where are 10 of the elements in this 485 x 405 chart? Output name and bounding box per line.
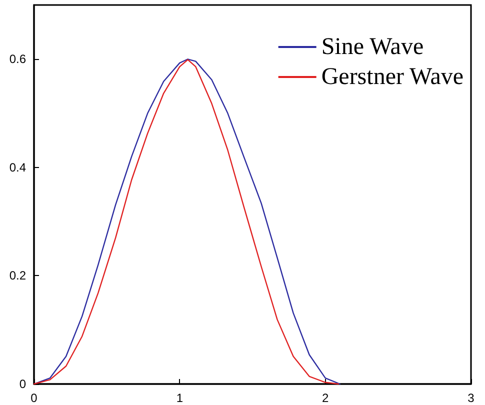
y-tick-label: 0.4 bbox=[9, 160, 26, 174]
x-tick-label: 1 bbox=[176, 391, 184, 405]
legend-label: Gerstner Wave bbox=[321, 64, 464, 90]
y-tick-label: 0 bbox=[19, 377, 26, 391]
y-tick-label: 0.2 bbox=[9, 268, 26, 283]
y-tick-label: 0.6 bbox=[9, 52, 26, 66]
legend-label: Sine Wave bbox=[321, 34, 424, 60]
x-tick-label: 2 bbox=[322, 391, 329, 405]
x-tick-label: 0 bbox=[30, 391, 38, 405]
x-tick-label: 3 bbox=[468, 391, 475, 405]
